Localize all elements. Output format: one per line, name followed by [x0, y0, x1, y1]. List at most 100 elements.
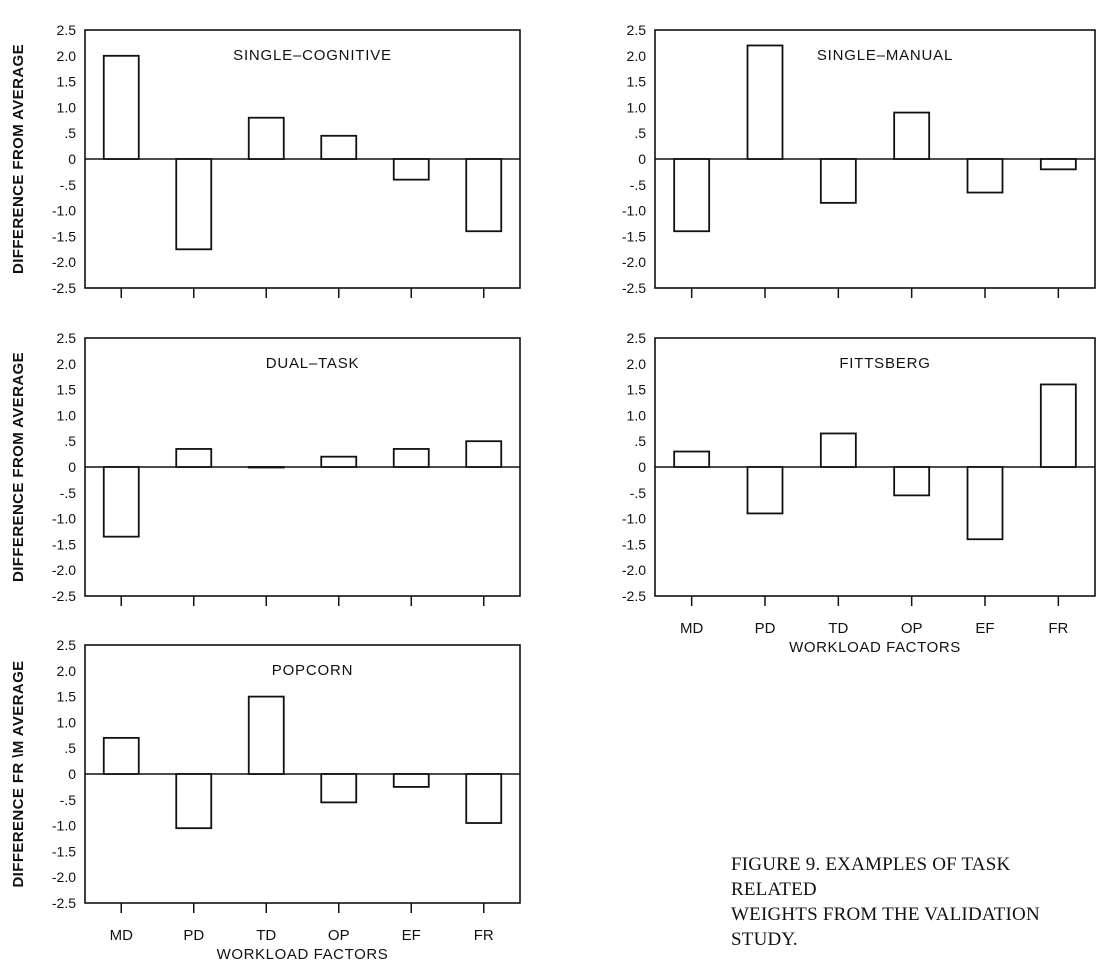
y-tick-label: -2.5 — [52, 280, 76, 296]
y-tick-label: -1.5 — [622, 536, 646, 552]
bar-td — [819, 432, 857, 468]
y-tick-label: 2.0 — [627, 48, 647, 64]
bar-td — [247, 466, 285, 469]
y-tick-label: 1.0 — [627, 407, 647, 423]
y-tick-label: -.5 — [630, 485, 647, 501]
x-category-label: TD — [256, 927, 276, 944]
x-category-label: MD — [110, 927, 133, 944]
y-tick-label: 1.0 — [627, 99, 647, 115]
y-tick-label: -.5 — [60, 792, 77, 808]
caption-line-1: FIGURE 9. EXAMPLES OF TASK RELATED — [731, 854, 1011, 900]
bar-op — [893, 466, 931, 497]
bar-op — [320, 134, 358, 160]
bar-ef — [392, 448, 430, 468]
y-tick-label: -2.0 — [52, 254, 76, 270]
y-tick-label: 1.0 — [57, 714, 77, 730]
y-tick-label: -1.0 — [52, 511, 76, 527]
y-axis-label: DIFFERENCE FR \M AVERAGE — [10, 660, 27, 887]
chart-title: SINGLE–MANUAL — [817, 47, 953, 64]
y-tick-label: 2.5 — [57, 22, 77, 38]
y-tick-label: 0 — [68, 151, 76, 167]
chart-title: DUAL–TASK — [266, 355, 360, 372]
y-tick-label: 2.0 — [57, 663, 77, 679]
chart-title: FITTSBERG — [839, 355, 930, 372]
x-category-label: PD — [183, 927, 204, 944]
bar-fr — [1039, 383, 1077, 468]
y-tick-label: .5 — [64, 433, 76, 449]
y-tick-label: -.5 — [630, 177, 647, 193]
bar-md — [673, 450, 711, 468]
y-tick-label: 1.5 — [57, 74, 77, 90]
bar-op — [320, 773, 358, 804]
y-tick-label: -2.0 — [622, 254, 646, 270]
y-tick-label: -2.5 — [622, 588, 646, 604]
y-tick-label: .5 — [634, 125, 646, 141]
y-tick-label: .5 — [64, 740, 76, 756]
y-tick-label: 0 — [68, 766, 76, 782]
bar-op — [893, 111, 931, 160]
chart-single-manual: 2.5 2.0 1.5 1.0 .5 0 -.5 -1.0 -1.5 -2.0 -2.5 SINGLE… — [622, 22, 1096, 298]
bar-fr — [465, 440, 503, 468]
x-category-label: FR — [474, 927, 494, 944]
y-tick-label: 2.0 — [57, 48, 77, 64]
y-tick-label: 2.0 — [627, 356, 647, 372]
y-tick-label: 0 — [638, 151, 646, 167]
caption-line-2: WEIGHTS FROM THE VALIDATION STUDY. — [731, 904, 1040, 950]
bar-fr — [465, 158, 503, 233]
y-tick-label: 2.5 — [57, 330, 77, 346]
y-tick-label: 1.5 — [57, 382, 77, 398]
y-tick-label: .5 — [634, 433, 646, 449]
y-axis-label: DIFFERENCE FROM AVERAGE — [10, 352, 27, 582]
x-axis-label: WORKLOAD FACTORS — [217, 946, 389, 963]
y-tick-label: -1.5 — [622, 228, 646, 244]
y-tick-label: -.5 — [60, 177, 77, 193]
y-tick-label: -2.0 — [52, 562, 76, 578]
y-tick-label: -1.0 — [622, 511, 646, 527]
x-category-label: PD — [755, 620, 776, 637]
bar-pd — [746, 466, 784, 515]
x-category-label: EF — [975, 620, 994, 637]
bar-pd — [746, 44, 784, 160]
bar-ef — [966, 466, 1004, 541]
bar-td — [247, 116, 285, 160]
y-tick-label: -1.0 — [622, 203, 646, 219]
y-tick-label: 2.5 — [627, 330, 647, 346]
y-tick-label: -2.5 — [52, 588, 76, 604]
bar-ef — [392, 773, 430, 788]
x-category-label: MD — [680, 620, 703, 637]
figure-caption: FIGURE 9. EXAMPLES OF TASK RELATED WEIGH… — [731, 852, 1091, 952]
bar-md — [102, 466, 140, 538]
bar-td — [247, 695, 285, 775]
bar-pd — [175, 448, 213, 468]
x-category-label: FR — [1048, 620, 1068, 637]
y-tick-label: 1.0 — [57, 99, 77, 115]
chart-title: SINGLE–COGNITIVE — [233, 47, 392, 64]
y-tick-label: 0 — [68, 459, 76, 475]
y-tick-label: -1.5 — [52, 536, 76, 552]
y-tick-label: 2.5 — [627, 22, 647, 38]
y-tick-label: 2.0 — [57, 356, 77, 372]
y-tick-label: -1.0 — [52, 818, 76, 834]
y-tick-label: 2.5 — [57, 637, 77, 653]
bar-fr — [1039, 158, 1077, 171]
y-tick-label: -2.5 — [52, 895, 76, 911]
chart-single-cognitive: 2.5 2.0 1.5 1.0 .5 0 -.5 -1.0 -1.5 -2.0 -2.5 SINGLE… — [10, 22, 521, 298]
y-tick-label: -1.5 — [52, 843, 76, 859]
y-tick-label: -1.0 — [52, 203, 76, 219]
y-tick-label: -2.0 — [52, 869, 76, 885]
y-tick-label: -1.5 — [52, 228, 76, 244]
bar-md — [102, 54, 140, 160]
chart-dual-task: 2.5 2.0 1.5 1.0 .5 0 -.5 -1.0 -1.5 -2.0 -2.5 DUAL–T… — [10, 330, 521, 606]
x-category-label: OP — [328, 927, 350, 944]
bar-fr — [465, 773, 503, 824]
y-tick-label: 1.0 — [57, 407, 77, 423]
y-tick-label: 1.5 — [57, 689, 77, 705]
y-axis-label: DIFFERENCE FROM AVERAGE — [10, 44, 27, 274]
x-axis-label: WORKLOAD FACTORS — [789, 639, 961, 656]
x-category-label: TD — [828, 620, 848, 637]
y-tick-label: 1.5 — [627, 74, 647, 90]
y-tick-label: -2.0 — [622, 562, 646, 578]
chart-popcorn: 2.5 2.0 1.5 1.0 .5 0 -.5 -1.0 -1.5 -2.0 -2.5 POPCOR… — [10, 637, 521, 963]
bar-ef — [392, 158, 430, 181]
